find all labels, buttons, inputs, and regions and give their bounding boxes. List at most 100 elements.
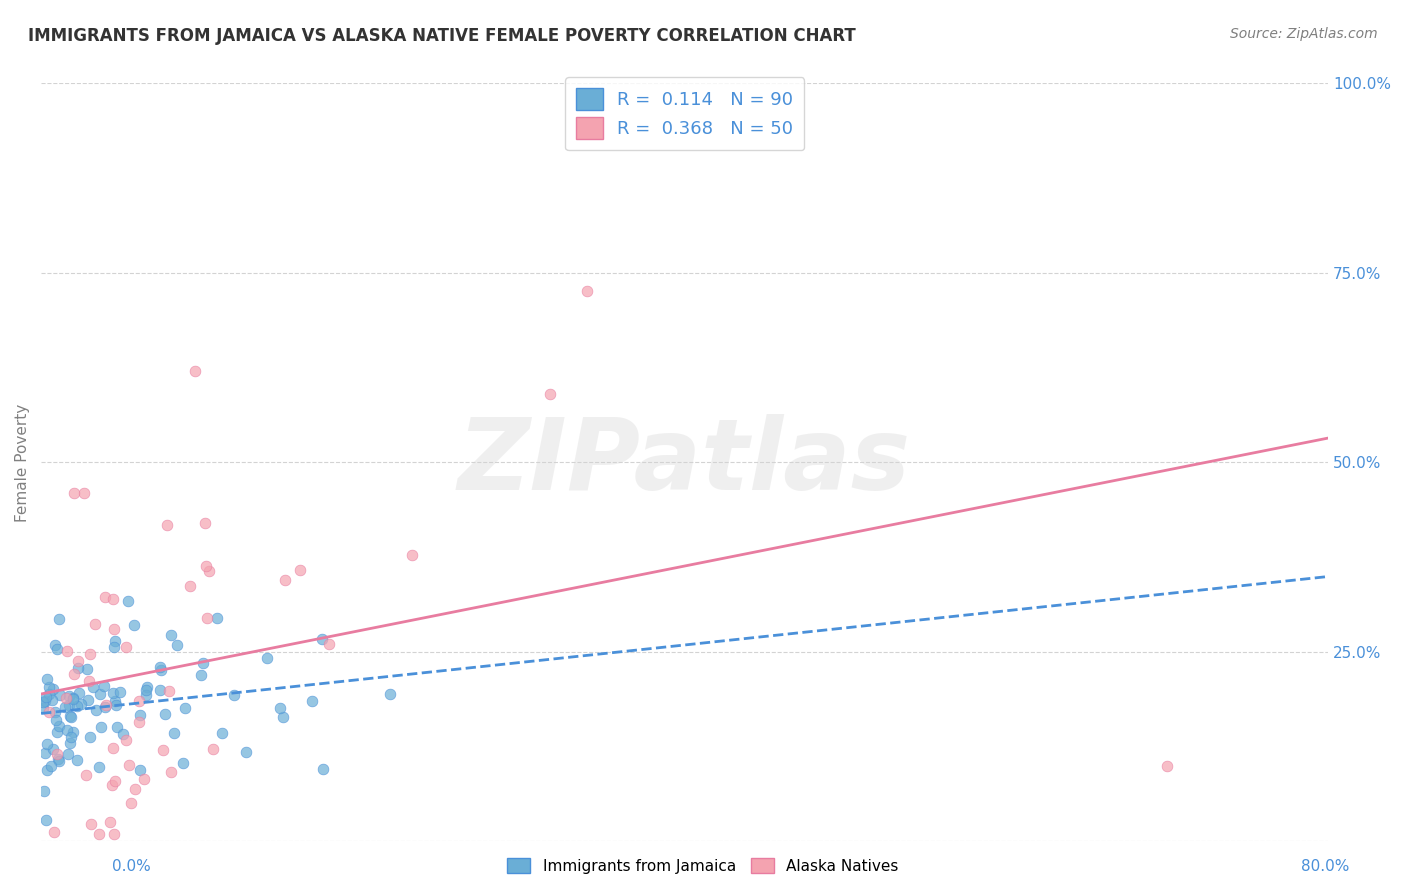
- Text: IMMIGRANTS FROM JAMAICA VS ALASKA NATIVE FEMALE POVERTY CORRELATION CHART: IMMIGRANTS FROM JAMAICA VS ALASKA NATIVE…: [28, 27, 856, 45]
- Point: [67, 654, 90, 668]
- Point: [157, 684, 180, 698]
- Point: [46, 724, 69, 739]
- Legend: R =  0.114   N = 90, R =  0.368   N = 50: R = 0.114 N = 90, R = 0.368 N = 50: [565, 78, 804, 150]
- Point: [128, 715, 150, 730]
- Point: [122, 617, 145, 632]
- Point: [48, 719, 70, 733]
- Point: [575, 284, 598, 298]
- Point: [46, 641, 69, 656]
- Point: [76, 663, 98, 677]
- Point: [271, 709, 294, 723]
- Point: [84, 703, 107, 717]
- Point: [114, 640, 136, 655]
- Point: [211, 726, 233, 740]
- Point: [93, 679, 115, 693]
- Point: [105, 720, 128, 734]
- Point: [35, 690, 58, 704]
- Point: [378, 686, 401, 700]
- Y-axis label: Female Poverty: Female Poverty: [15, 403, 30, 522]
- Point: [149, 683, 172, 698]
- Point: [183, 364, 205, 378]
- Point: [163, 726, 186, 740]
- Text: 80.0%: 80.0%: [1302, 859, 1350, 874]
- Point: [38, 705, 60, 719]
- Point: [45, 713, 67, 727]
- Point: [75, 768, 97, 782]
- Point: [48, 755, 70, 769]
- Point: [108, 685, 131, 699]
- Point: [38, 687, 60, 701]
- Point: [79, 730, 101, 744]
- Point: [134, 772, 156, 787]
- Point: [104, 773, 127, 788]
- Point: [318, 637, 340, 651]
- Point: [311, 632, 333, 646]
- Point: [60, 731, 83, 745]
- Point: [105, 698, 128, 712]
- Point: [194, 516, 217, 531]
- Point: [65, 698, 87, 713]
- Point: [274, 573, 297, 587]
- Point: [205, 611, 228, 625]
- Point: [60, 710, 83, 724]
- Point: [62, 692, 84, 706]
- Point: [312, 762, 335, 776]
- Point: [76, 693, 98, 707]
- Point: [103, 686, 125, 700]
- Point: [224, 689, 246, 703]
- Point: [120, 796, 142, 810]
- Text: 0.0%: 0.0%: [112, 859, 152, 874]
- Point: [66, 753, 89, 767]
- Point: [256, 651, 278, 665]
- Point: [202, 742, 225, 756]
- Point: [89, 760, 111, 774]
- Point: [59, 736, 82, 750]
- Point: [111, 727, 134, 741]
- Point: [48, 612, 70, 626]
- Point: [301, 694, 323, 708]
- Point: [172, 756, 194, 771]
- Point: [79, 647, 101, 661]
- Point: [59, 708, 82, 723]
- Point: [179, 578, 201, 592]
- Point: [37, 737, 59, 751]
- Point: [42, 682, 65, 697]
- Point: [42, 825, 65, 839]
- Point: [82, 681, 104, 695]
- Point: [101, 591, 124, 606]
- Point: [62, 725, 84, 739]
- Point: [195, 559, 218, 574]
- Point: [136, 680, 159, 694]
- Point: [35, 763, 58, 777]
- Point: [53, 700, 76, 714]
- Point: [101, 779, 124, 793]
- Point: [31, 695, 53, 709]
- Point: [41, 693, 63, 707]
- Point: [104, 694, 127, 708]
- Point: [94, 590, 117, 604]
- Point: [160, 628, 183, 642]
- Point: [73, 485, 96, 500]
- Point: [124, 782, 146, 797]
- Point: [49, 688, 72, 702]
- Point: [55, 691, 77, 706]
- Point: [149, 660, 172, 674]
- Point: [79, 673, 101, 688]
- Point: [152, 743, 174, 757]
- Point: [66, 661, 89, 675]
- Point: [44, 705, 66, 719]
- Point: [63, 485, 86, 500]
- Point: [96, 698, 118, 713]
- Point: [90, 720, 112, 734]
- Point: [191, 656, 214, 670]
- Point: [101, 741, 124, 756]
- Point: [153, 707, 176, 722]
- Text: ZIPatlas: ZIPatlas: [458, 414, 911, 511]
- Point: [538, 387, 561, 401]
- Point: [58, 698, 80, 713]
- Point: [67, 686, 90, 700]
- Point: [44, 638, 66, 652]
- Point: [150, 663, 173, 677]
- Point: [46, 752, 69, 766]
- Point: [195, 611, 218, 625]
